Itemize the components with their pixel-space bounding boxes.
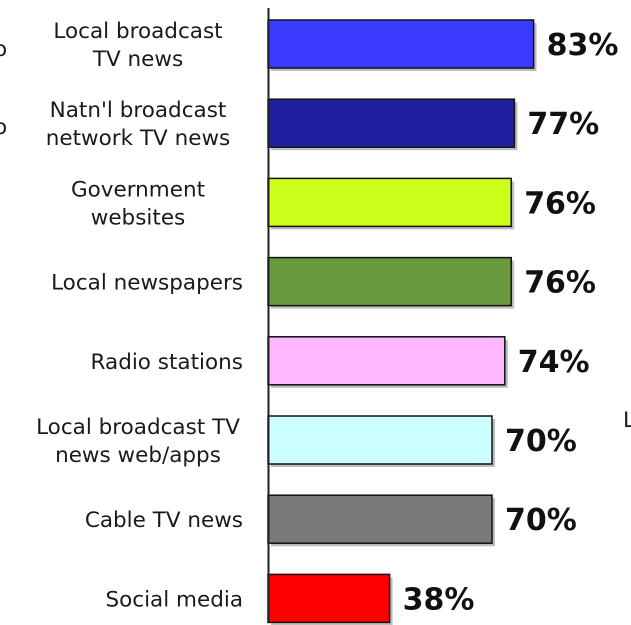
value-labels-group: 83% 77% 76% 76% 74% 70% 70% 38% bbox=[403, 28, 619, 617]
category-label: Local broadcast TV news web/apps bbox=[36, 415, 240, 468]
value-label: 76% bbox=[524, 266, 596, 301]
bars-group bbox=[267, 19, 537, 625]
value-label: 38% bbox=[403, 582, 475, 617]
value-label: 83% bbox=[547, 28, 619, 63]
bar bbox=[267, 98, 516, 148]
value-label: 70% bbox=[505, 503, 577, 538]
cropped-edge-glyph: L bbox=[623, 408, 631, 433]
bar bbox=[267, 415, 493, 465]
category-label: Government websites bbox=[71, 177, 205, 230]
bar bbox=[267, 256, 512, 307]
category-label: Natn'l broadcast network TV news bbox=[46, 98, 230, 151]
category-label: Local broadcast TV news bbox=[53, 19, 222, 72]
bar bbox=[267, 494, 493, 544]
cropped-edge-glyphs-group: o o L bbox=[0, 37, 631, 433]
bar bbox=[267, 573, 391, 624]
cropped-edge-glyph: o bbox=[0, 115, 7, 140]
category-label: Cable TV news bbox=[85, 508, 243, 533]
category-label: Radio stations bbox=[91, 350, 243, 375]
bar bbox=[267, 19, 535, 69]
category-labels-group: Local broadcast TV news Natn'l broadcast ne… bbox=[36, 19, 243, 612]
bar bbox=[267, 177, 512, 228]
category-label: Social media bbox=[105, 587, 243, 612]
value-label: 77% bbox=[527, 107, 599, 142]
category-label: Local newspapers bbox=[51, 271, 243, 296]
value-label: 76% bbox=[524, 186, 596, 221]
cropped-edge-glyph: o bbox=[0, 37, 7, 62]
bar bbox=[267, 336, 506, 386]
value-label: 74% bbox=[518, 345, 590, 380]
value-label: 70% bbox=[505, 424, 577, 459]
